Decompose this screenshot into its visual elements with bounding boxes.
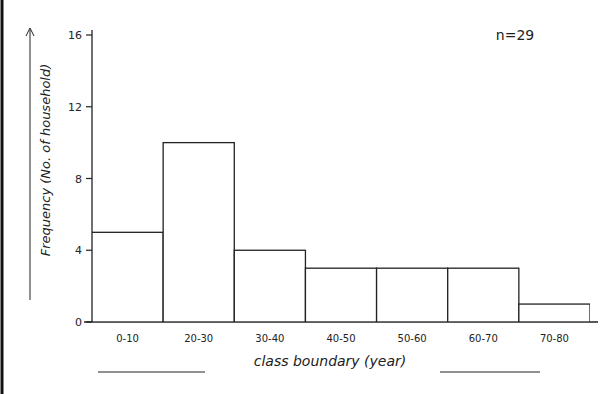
y-tick — [86, 34, 92, 35]
bars — [92, 143, 590, 322]
bar — [163, 143, 234, 322]
x-tick-label: 40-50 — [326, 333, 355, 344]
bar — [305, 268, 376, 322]
x-label: class boundary (year) — [254, 353, 407, 369]
y-tick-label: 12 — [68, 101, 82, 114]
y-tick — [86, 250, 92, 251]
bar — [377, 268, 448, 322]
y-tick — [86, 321, 92, 322]
x-tick-label: 70-80 — [540, 333, 569, 344]
annotation: n=29 — [496, 27, 534, 43]
y-label-arrowhead — [26, 28, 34, 36]
bar — [234, 250, 305, 322]
x-tick-label: 60-70 — [469, 333, 498, 344]
x-tick-label: 50-60 — [398, 333, 427, 344]
y-tick — [86, 178, 92, 179]
y-tick-label: 8 — [75, 173, 82, 186]
bar — [92, 232, 163, 322]
bar — [519, 304, 590, 322]
y-tick-label: 16 — [68, 29, 82, 42]
chart: 0 4 8 12 16 0-10 20-30 30-40 40-50 50-60 60-70 70-8… — [0, 0, 604, 394]
y-tick-label: 0 — [75, 316, 82, 329]
y-tick — [86, 106, 92, 107]
y-label: Frequency (No. of household) — [38, 64, 53, 257]
y-tick-label: 4 — [75, 244, 82, 257]
x-tick-label: 20-30 — [184, 333, 213, 344]
bar — [448, 268, 519, 322]
x-tick-label: 30-40 — [255, 333, 284, 344]
x-tick-label: 0-10 — [116, 333, 139, 344]
x-label-rule — [440, 372, 540, 373]
x-label-rule — [98, 372, 205, 373]
border — [1, 0, 4, 394]
y-label-arrow — [30, 30, 31, 300]
